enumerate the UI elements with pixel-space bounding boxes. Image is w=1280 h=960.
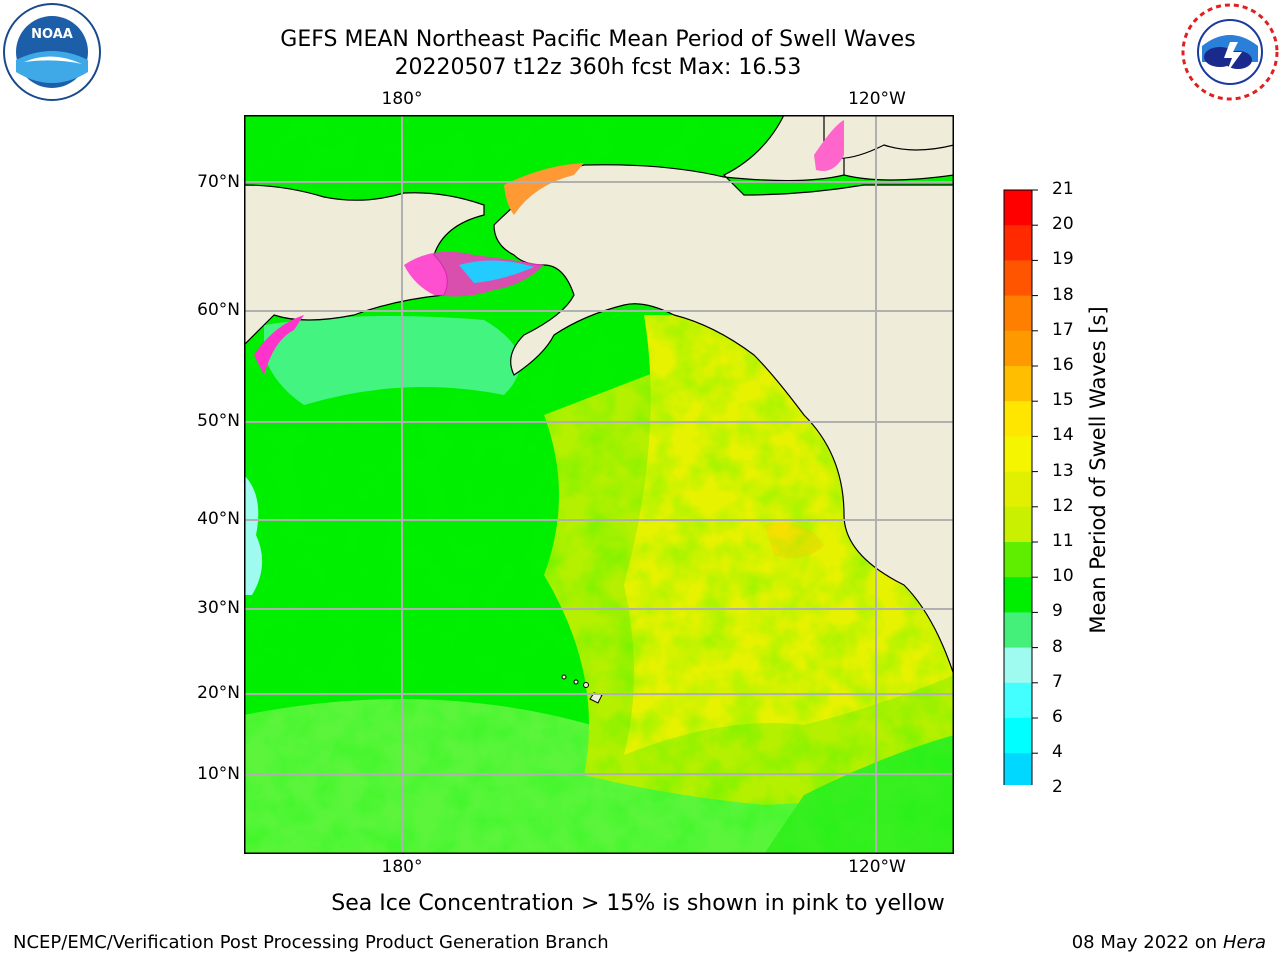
colorbar-segment [1004, 260, 1032, 297]
colorbar-segment [1004, 471, 1032, 508]
colorbar-tick-label: 20 [1052, 214, 1074, 235]
colorbar-tick-label: 18 [1052, 284, 1074, 305]
sea-ice-bering-inner [459, 260, 534, 283]
lat-label-70n: 70°N [197, 172, 240, 192]
lon-label-120w-bottom: 120°W [848, 857, 906, 877]
lat-label-10n: 10°N [197, 764, 240, 784]
lon-label-180-top: 180° [381, 89, 423, 109]
sea-ice-note: Sea Ice Concentration > 15% is shown in … [331, 891, 945, 916]
colorbar-segment [1004, 647, 1032, 684]
footer-branch: NCEP/EMC/Verification Post Processing Pr… [13, 932, 609, 953]
svg-text:NOAA: NOAA [31, 27, 73, 42]
colorbar-segment [1004, 225, 1032, 261]
colorbar-tick-label: 16 [1052, 355, 1074, 375]
colorbar-tick-label: 15 [1052, 390, 1074, 411]
lat-label-20n: 20°N [197, 683, 240, 703]
map-frame [244, 115, 954, 854]
colorbar-segment [1004, 542, 1032, 578]
colorbar-segment [1004, 436, 1032, 473]
graticule [244, 115, 954, 854]
colorbar-segment [1004, 190, 1032, 226]
colorbar-tick-label: 17 [1052, 319, 1074, 340]
colorbar-tick-label: 12 [1052, 495, 1074, 516]
national-weather-service-logo [1181, 3, 1279, 101]
sea-ice-beaufort [814, 120, 844, 171]
colorbar-tick-label: 6 [1052, 707, 1063, 727]
colorbar-segment [1004, 682, 1032, 719]
land-siberia [244, 184, 485, 346]
colorbar-segment [1004, 330, 1032, 367]
colorbar-tick-label: 2 [1052, 777, 1063, 798]
ocean-field-teal-north [264, 316, 520, 405]
footer-host: Hera [1222, 932, 1266, 953]
map-title: GEFS MEAN Northeast Pacific Mean Period … [280, 27, 916, 52]
colorbar-tick-label: 21 [1052, 179, 1074, 199]
colorbar-segment [1004, 753, 1032, 785]
map-subtitle: 20220507 t12z 360h fcst Max: 16.53 [394, 55, 802, 80]
swell-period-map [244, 115, 954, 854]
colorbar-tick-label: 13 [1052, 460, 1074, 481]
colorbar-tick-label: 8 [1052, 636, 1063, 657]
colorbar-frame [1003, 189, 1033, 785]
colorbar-segment [1004, 366, 1032, 402]
lon-label-120w-top: 120°W [848, 89, 906, 109]
colorbar-tick-label: 10 [1052, 566, 1074, 587]
colorbar-label: Mean Period of Swell Waves [s] [1086, 306, 1110, 634]
ocean-field-cyan-west [244, 475, 263, 595]
sea-ice-west-edge [254, 315, 304, 375]
lat-label-40n: 40°N [197, 509, 240, 529]
land-alaska [493, 115, 954, 676]
colorbar-segment [1004, 401, 1032, 437]
colorbar-segment [1004, 718, 1032, 754]
sea-ice-chukchi [504, 163, 584, 215]
colorbar-segment [1004, 612, 1032, 649]
colorbar-tick-label: 7 [1052, 671, 1063, 692]
colorbar-segment [1004, 506, 1032, 543]
colorbar-tick-label: 9 [1052, 601, 1063, 622]
colorbar-tick-label: 19 [1052, 249, 1074, 270]
footer-date: 08 May 2022 on Hera [1071, 932, 1266, 953]
colorbar [1003, 189, 1038, 785]
lat-label-30n: 30°N [197, 598, 240, 618]
colorbar-tick-label: 14 [1052, 425, 1074, 446]
lat-label-50n: 50°N [197, 411, 240, 431]
lon-label-180-bottom: 180° [381, 857, 423, 877]
colorbar-segment [1004, 577, 1032, 613]
colorbar-tick-label: 4 [1052, 742, 1063, 763]
lat-label-60n: 60°N [197, 300, 240, 320]
noaa-logo: NOAA [3, 3, 101, 101]
colorbar-segment [1004, 295, 1032, 332]
colorbar-tick-label: 11 [1052, 531, 1074, 551]
